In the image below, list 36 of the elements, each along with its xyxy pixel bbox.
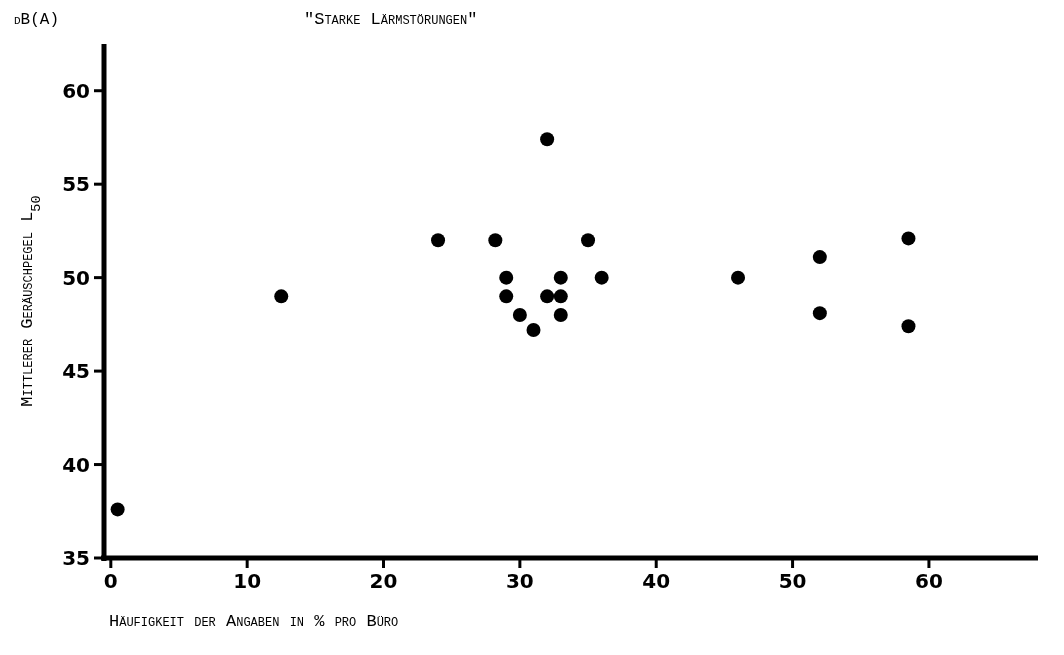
point: [812, 250, 827, 265]
point: [553, 308, 568, 323]
x-tick-label: 20: [369, 569, 398, 593]
x-tick-label: 30: [505, 569, 534, 593]
point: [499, 289, 514, 304]
x-tick-label: 50: [778, 569, 807, 593]
text: dB(A): [14, 11, 60, 29]
y-tick-label: 55: [62, 172, 90, 197]
y-tick-label: 45: [62, 359, 90, 384]
x-tick-label: 0: [103, 569, 118, 593]
y-tick-label: 35: [62, 546, 90, 570]
point: [901, 231, 916, 246]
point: [731, 270, 746, 285]
point: [526, 322, 541, 337]
chart-title: "Starke Lärmstörungen": [304, 10, 478, 29]
point: [431, 233, 446, 248]
point: [812, 306, 827, 321]
point: [499, 270, 514, 285]
point: [540, 289, 555, 304]
point: [274, 289, 289, 304]
x-tick-label: 60: [915, 569, 943, 593]
x-tick-label: 40: [642, 569, 671, 593]
y-tick-label: 50: [62, 265, 90, 290]
y-tick-label: 60: [62, 78, 90, 103]
point: [581, 233, 596, 248]
point: [553, 270, 568, 285]
point: [488, 233, 503, 248]
x-axis-title: Häufigkeit der Angaben in % pro Büro: [109, 612, 399, 631]
point: [553, 289, 568, 304]
point: [594, 270, 609, 285]
x-tick-label: 10: [233, 569, 262, 593]
point: [901, 319, 916, 334]
point: [512, 308, 527, 323]
y-tick-label: 40: [62, 452, 90, 477]
point: [110, 502, 125, 517]
point: [540, 132, 555, 147]
